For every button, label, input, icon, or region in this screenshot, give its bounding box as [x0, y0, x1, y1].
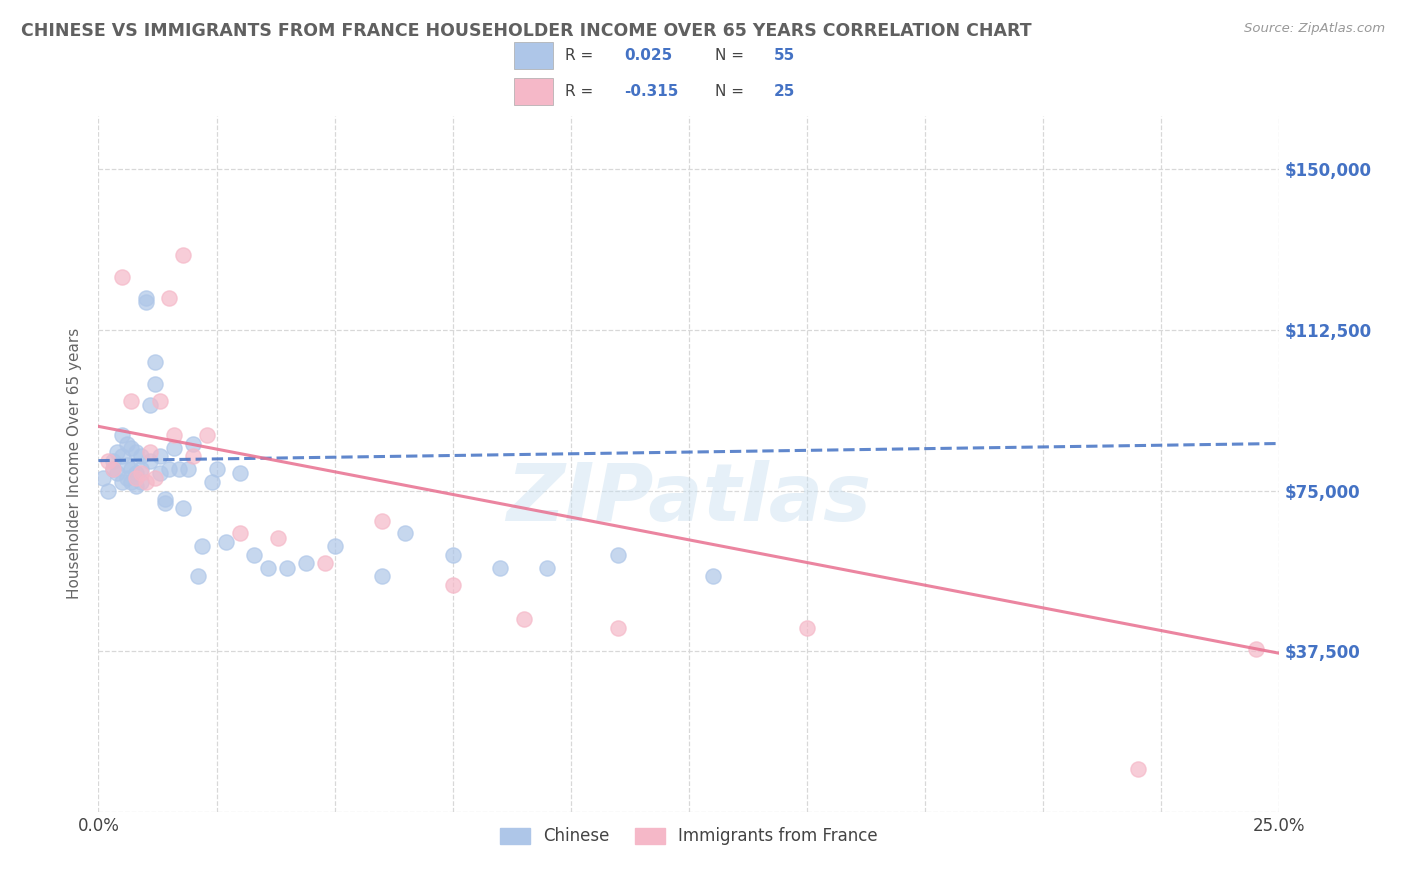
Point: [167, 462, 190, 476]
Point: [512, 612, 534, 626]
Text: N =: N =: [714, 84, 748, 99]
Point: [129, 467, 152, 481]
Point: [536, 560, 558, 574]
Point: [125, 479, 148, 493]
Point: [115, 471, 138, 485]
Point: [111, 269, 134, 284]
Point: [97, 483, 120, 498]
Point: [139, 453, 162, 467]
Point: [135, 295, 157, 310]
Point: [163, 428, 186, 442]
Point: [143, 355, 166, 369]
Point: [129, 462, 152, 476]
Point: [295, 557, 318, 571]
Text: R =: R =: [565, 48, 599, 63]
Point: [115, 436, 138, 450]
Text: N =: N =: [714, 48, 748, 63]
Text: 55: 55: [773, 48, 796, 63]
Point: [205, 462, 228, 476]
Point: [181, 436, 204, 450]
Point: [172, 248, 194, 262]
Point: [135, 291, 157, 305]
Point: [101, 462, 124, 476]
Point: [796, 621, 818, 635]
Text: 0.025: 0.025: [624, 48, 672, 63]
Point: [105, 467, 128, 481]
Point: [172, 500, 194, 515]
Point: [121, 475, 143, 489]
Point: [97, 453, 120, 467]
Text: Source: ZipAtlas.com: Source: ZipAtlas.com: [1244, 22, 1385, 36]
Legend: Chinese, Immigrants from France: Chinese, Immigrants from France: [494, 821, 884, 852]
Point: [149, 393, 172, 408]
Point: [153, 496, 176, 510]
Point: [121, 441, 143, 455]
Point: [257, 560, 280, 574]
FancyBboxPatch shape: [515, 78, 554, 105]
Point: [371, 569, 394, 583]
Point: [187, 569, 209, 583]
Point: [267, 531, 290, 545]
Point: [105, 445, 128, 459]
Point: [135, 475, 157, 489]
Point: [125, 445, 148, 459]
Point: [702, 569, 724, 583]
Point: [163, 441, 186, 455]
Point: [1126, 762, 1149, 776]
Point: [441, 548, 464, 562]
Point: [157, 291, 180, 305]
Point: [101, 462, 124, 476]
Point: [229, 526, 252, 541]
Point: [201, 475, 224, 489]
Point: [243, 548, 266, 562]
Point: [314, 557, 336, 571]
Text: 25: 25: [773, 84, 796, 99]
Point: [139, 398, 162, 412]
Point: [115, 458, 138, 472]
Point: [101, 453, 124, 467]
Point: [143, 471, 166, 485]
Point: [181, 450, 204, 464]
Point: [276, 560, 298, 574]
Text: -0.315: -0.315: [624, 84, 679, 99]
Point: [191, 539, 214, 553]
FancyBboxPatch shape: [515, 42, 554, 69]
Point: [229, 467, 252, 481]
Point: [607, 548, 630, 562]
Point: [153, 492, 176, 507]
Point: [441, 578, 464, 592]
Point: [1244, 642, 1267, 657]
Point: [157, 462, 180, 476]
Y-axis label: Householder Income Over 65 years: Householder Income Over 65 years: [67, 328, 83, 599]
Point: [195, 428, 218, 442]
Point: [607, 621, 630, 635]
Text: ZIPatlas: ZIPatlas: [506, 459, 872, 538]
Text: CHINESE VS IMMIGRANTS FROM FRANCE HOUSEHOLDER INCOME OVER 65 YEARS CORRELATION C: CHINESE VS IMMIGRANTS FROM FRANCE HOUSEH…: [21, 22, 1032, 40]
Point: [125, 471, 148, 485]
Point: [371, 514, 394, 528]
Point: [149, 450, 172, 464]
Point: [323, 539, 346, 553]
Point: [111, 475, 134, 489]
Point: [129, 475, 152, 489]
Point: [215, 535, 238, 549]
Text: R =: R =: [565, 84, 599, 99]
Point: [394, 526, 416, 541]
Point: [121, 393, 143, 408]
Point: [139, 445, 162, 459]
Point: [143, 376, 166, 391]
Point: [149, 467, 172, 481]
Point: [129, 450, 152, 464]
Point: [111, 428, 134, 442]
Point: [121, 462, 143, 476]
Point: [125, 467, 148, 481]
Point: [489, 560, 512, 574]
Point: [177, 462, 200, 476]
Point: [91, 471, 114, 485]
Point: [111, 450, 134, 464]
